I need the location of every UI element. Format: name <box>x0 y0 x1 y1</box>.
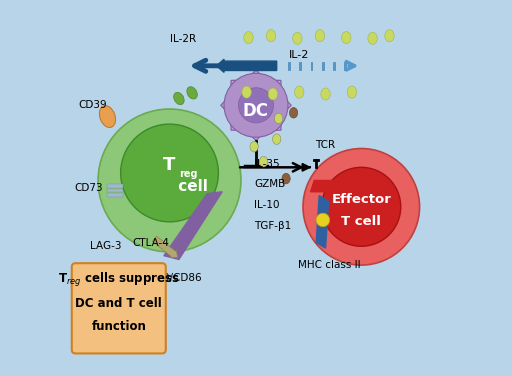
Circle shape <box>98 109 241 252</box>
FancyBboxPatch shape <box>72 263 166 353</box>
Text: Effector: Effector <box>331 193 391 206</box>
FancyArrow shape <box>288 62 290 70</box>
Text: IL-2R: IL-2R <box>169 35 196 44</box>
Text: CD73: CD73 <box>74 183 103 193</box>
Polygon shape <box>310 180 336 192</box>
Text: CD39: CD39 <box>78 100 107 110</box>
Circle shape <box>224 73 288 137</box>
FancyArrow shape <box>322 62 324 70</box>
Text: DC: DC <box>243 102 269 120</box>
Text: TGF-β1: TGF-β1 <box>254 221 291 230</box>
Ellipse shape <box>242 86 251 98</box>
Ellipse shape <box>250 141 258 152</box>
FancyArrow shape <box>333 62 335 70</box>
Text: reg: reg <box>179 169 198 179</box>
FancyArrow shape <box>108 189 122 193</box>
Circle shape <box>322 167 401 246</box>
FancyArrow shape <box>310 62 312 70</box>
Ellipse shape <box>342 32 351 44</box>
Ellipse shape <box>282 173 290 184</box>
Text: MHC class II: MHC class II <box>298 260 360 270</box>
Text: DC and T cell: DC and T cell <box>75 297 162 310</box>
Ellipse shape <box>268 88 278 100</box>
FancyArrow shape <box>217 59 276 72</box>
FancyArrow shape <box>299 62 301 70</box>
Text: LAG-3: LAG-3 <box>90 241 121 251</box>
Circle shape <box>303 149 419 265</box>
FancyArrow shape <box>345 62 346 70</box>
Polygon shape <box>316 196 329 248</box>
Circle shape <box>316 213 330 227</box>
Ellipse shape <box>385 30 394 42</box>
Circle shape <box>239 88 273 123</box>
Text: cell: cell <box>173 179 208 194</box>
Ellipse shape <box>174 92 184 105</box>
Text: IL-35: IL-35 <box>254 159 280 168</box>
Ellipse shape <box>260 156 268 167</box>
Ellipse shape <box>347 86 356 98</box>
Text: function: function <box>91 320 146 333</box>
Ellipse shape <box>293 32 302 44</box>
Ellipse shape <box>294 86 304 98</box>
FancyArrow shape <box>108 185 122 188</box>
Text: GZMB: GZMB <box>254 179 285 189</box>
Ellipse shape <box>274 113 283 124</box>
Ellipse shape <box>368 32 377 44</box>
FancyArrow shape <box>108 193 122 197</box>
Text: CTLA-4: CTLA-4 <box>132 238 169 247</box>
Ellipse shape <box>187 87 197 99</box>
FancyArrow shape <box>153 236 178 258</box>
Ellipse shape <box>244 32 253 44</box>
Polygon shape <box>164 192 222 259</box>
Polygon shape <box>221 70 291 141</box>
Text: T: T <box>163 156 176 174</box>
Ellipse shape <box>321 88 330 100</box>
Text: IL-10: IL-10 <box>254 200 280 210</box>
Ellipse shape <box>315 30 325 42</box>
Text: T cell: T cell <box>342 215 381 228</box>
Ellipse shape <box>289 108 298 118</box>
Ellipse shape <box>272 134 281 144</box>
Text: T$_{reg}$ cells suppress: T$_{reg}$ cells suppress <box>58 271 180 289</box>
Text: IL-2: IL-2 <box>289 50 309 59</box>
Circle shape <box>121 124 219 222</box>
Text: CD80/CD86: CD80/CD86 <box>141 273 202 283</box>
Ellipse shape <box>266 30 276 42</box>
Ellipse shape <box>99 106 116 127</box>
Text: TCR: TCR <box>315 140 336 150</box>
